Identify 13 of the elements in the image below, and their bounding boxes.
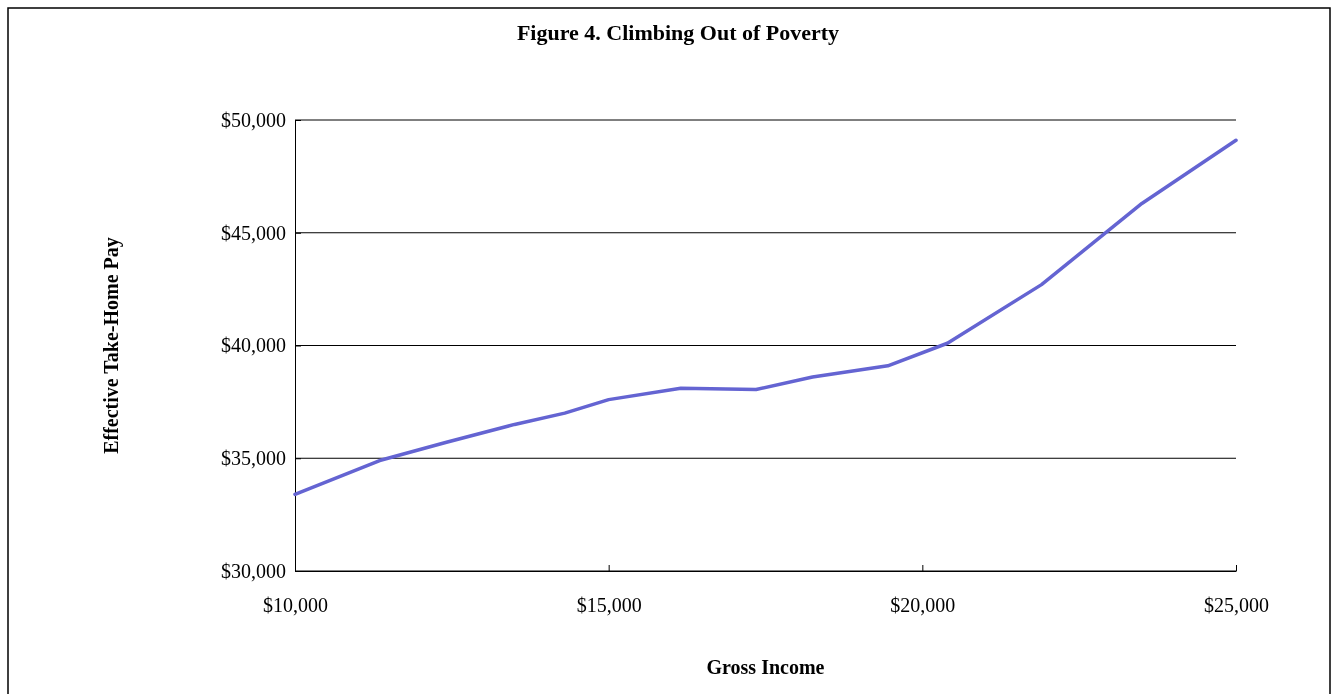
y-tick-label: $35,000 bbox=[221, 447, 286, 470]
chart-title: Figure 4. Climbing Out of Poverty bbox=[516, 20, 840, 45]
y-tick-label: $45,000 bbox=[221, 221, 286, 244]
line-series bbox=[293, 138, 1238, 497]
x-tick-label: $10,000 bbox=[263, 594, 328, 616]
y-tick-label: $40,000 bbox=[221, 334, 286, 357]
y-tick-label: $50,000 bbox=[221, 108, 286, 131]
x-tick-label: $15,000 bbox=[576, 594, 642, 616]
x-tick-label: $25,000 bbox=[1204, 594, 1269, 616]
x-axis-title: Gross Income bbox=[706, 656, 825, 678]
x-tick-label: $20,000 bbox=[890, 594, 956, 616]
y-axis-title: Effective Take-Home Pay bbox=[100, 237, 123, 454]
y-tick-label: $30,000 bbox=[221, 559, 286, 582]
